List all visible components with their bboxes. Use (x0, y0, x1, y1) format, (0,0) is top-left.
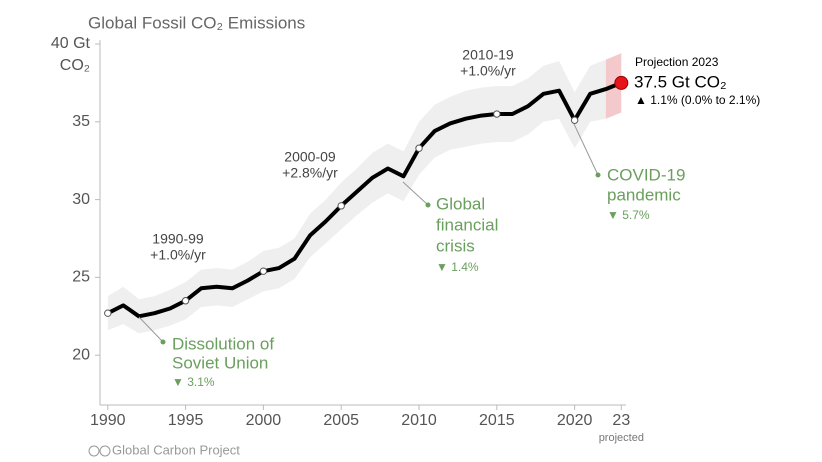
event-label: Global (436, 194, 485, 213)
event-label: crisis (436, 236, 475, 255)
period-rate: +1.0%/yr (460, 63, 516, 79)
event-label: COVID-19 (607, 165, 685, 184)
point (259, 267, 268, 275)
y-tick-label: 25 (72, 269, 90, 286)
period-label: 1990-99 (152, 231, 204, 247)
leader (402, 181, 429, 206)
period-rate: +2.8%/yr (282, 165, 338, 181)
x-tick-label: 2010 (401, 412, 437, 429)
y-tick-label: 40 Gt (51, 35, 91, 52)
x-tick-label: 2015 (479, 412, 515, 429)
leader-dot (160, 339, 166, 345)
source: Global Carbon Project (112, 442, 240, 457)
event-label: financial (436, 215, 498, 234)
point (570, 116, 579, 124)
point (181, 297, 190, 305)
x-tick-label: 1990 (90, 412, 126, 429)
x-tick-note: projected (599, 432, 644, 444)
cc-icon (88, 445, 100, 457)
point (337, 202, 345, 210)
point (415, 144, 423, 152)
period-label: 2000-09 (284, 149, 336, 165)
x-tick-label: 23 (612, 412, 630, 429)
event-label: Soviet Union (172, 353, 268, 372)
event-change: ▼ 3.1% (172, 375, 215, 389)
event-label: Dissolution of (172, 334, 274, 353)
leader (138, 316, 164, 343)
event-change: ▼ 5.7% (607, 208, 650, 222)
leader-dot (595, 172, 601, 178)
x-tick-label: 2005 (323, 412, 359, 429)
y-tick-label: 30 (72, 191, 90, 208)
cc-icon (99, 445, 111, 457)
projection-title: Projection 2023 (635, 55, 719, 69)
uncertainty-band (107, 59, 606, 334)
x-tick-label: 2000 (246, 412, 282, 429)
point (493, 110, 501, 118)
leader-dot (425, 202, 431, 208)
y-tick-label: 35 (72, 113, 90, 130)
period-rate: +1.0%/yr (150, 247, 206, 263)
event-label: pandemic (607, 185, 681, 204)
chart-title: Global Fossil CO₂ Emissions (88, 13, 305, 32)
x-tick-label: 1995 (168, 412, 204, 429)
plot: 20 25 30 35 40 Gt 1990 1995 2000 2005 2010 2015 202… (51, 35, 644, 444)
event-change: ▼ 1.4% (436, 260, 479, 274)
y-tick-label: 20 (72, 346, 90, 363)
projection-change: ▲ 1.1% (0.0% to 2.1%) (635, 93, 760, 107)
line (106, 81, 623, 319)
projection-point (614, 75, 629, 90)
x-tick-label: 2020 (557, 412, 593, 429)
y-unit: CO₂ (60, 57, 90, 74)
point (104, 309, 112, 317)
projection-value: 37.5 Gt CO₂ (634, 72, 727, 91)
leader (573, 123, 599, 176)
period-label: 2010-19 (462, 47, 514, 63)
